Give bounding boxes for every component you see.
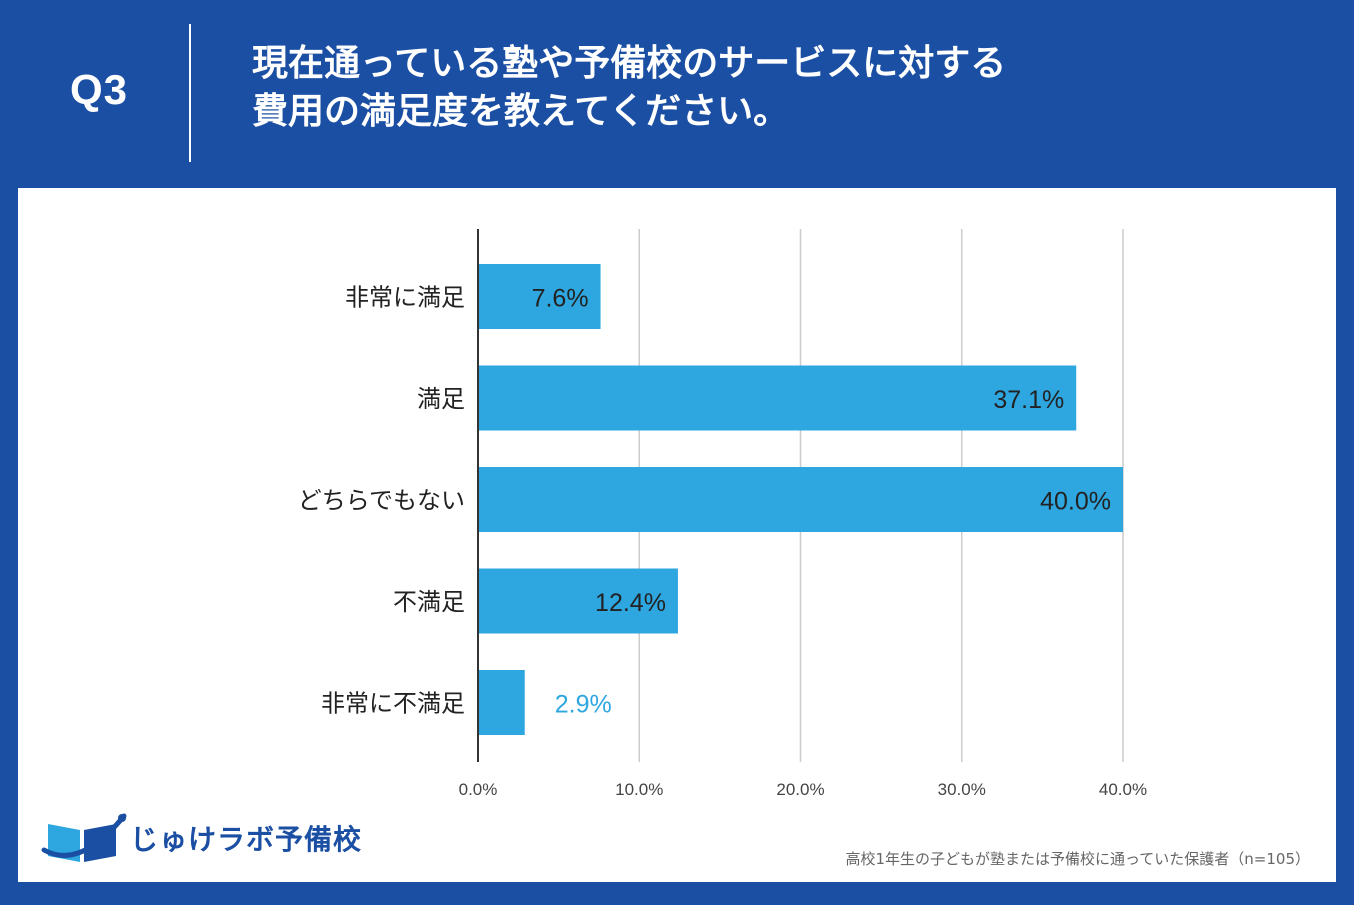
category-label: 満足 (417, 385, 465, 413)
category-label: 非常に不満足 (321, 690, 465, 718)
brand-logo: じゅけラボ予備校 (40, 810, 363, 866)
category-label: 不満足 (393, 588, 465, 616)
question-label: Q3 (70, 66, 129, 113)
bar (478, 264, 601, 329)
bar (478, 568, 678, 634)
category-label: 非常に満足 (345, 284, 465, 312)
data-label: 12.4% (595, 589, 666, 617)
data-label: 7.6% (532, 285, 589, 313)
bar (478, 365, 1077, 431)
header-divider (189, 24, 191, 162)
x-tick-label: 0.0% (459, 780, 498, 799)
x-tick-label: 10.0% (615, 780, 663, 799)
question-title-line-1: 現在通っている塾や予備校のサービスに対する (252, 43, 1007, 84)
x-tick-label: 20.0% (776, 780, 824, 799)
bar (478, 670, 525, 735)
data-label: 2.9% (555, 691, 612, 719)
category-label: どちらでもない (298, 487, 465, 515)
book-logo-icon (41, 813, 127, 862)
x-tick-label: 40.0% (1099, 780, 1147, 799)
chart-panel (18, 188, 1336, 882)
header: Q3 現在通っている塾や予備校のサービスに対する 費用の満足度を教えてください。 (0, 0, 1354, 188)
question-title: 現在通っている塾や予備校のサービスに対する 費用の満足度を教えてください。 (252, 40, 1006, 136)
data-label: 37.1% (993, 386, 1064, 414)
question-title-line-2: 費用の満足度を教えてください。 (252, 91, 790, 132)
data-label: 40.0% (1040, 488, 1111, 516)
logo-text: じゅけラボ予備校 (130, 823, 363, 856)
bar (478, 467, 1123, 532)
x-tick-label: 30.0% (938, 780, 986, 799)
sample-note: 高校1年生の子どもが塾または予備校に通っていた保護者（n=105） (845, 850, 1310, 868)
